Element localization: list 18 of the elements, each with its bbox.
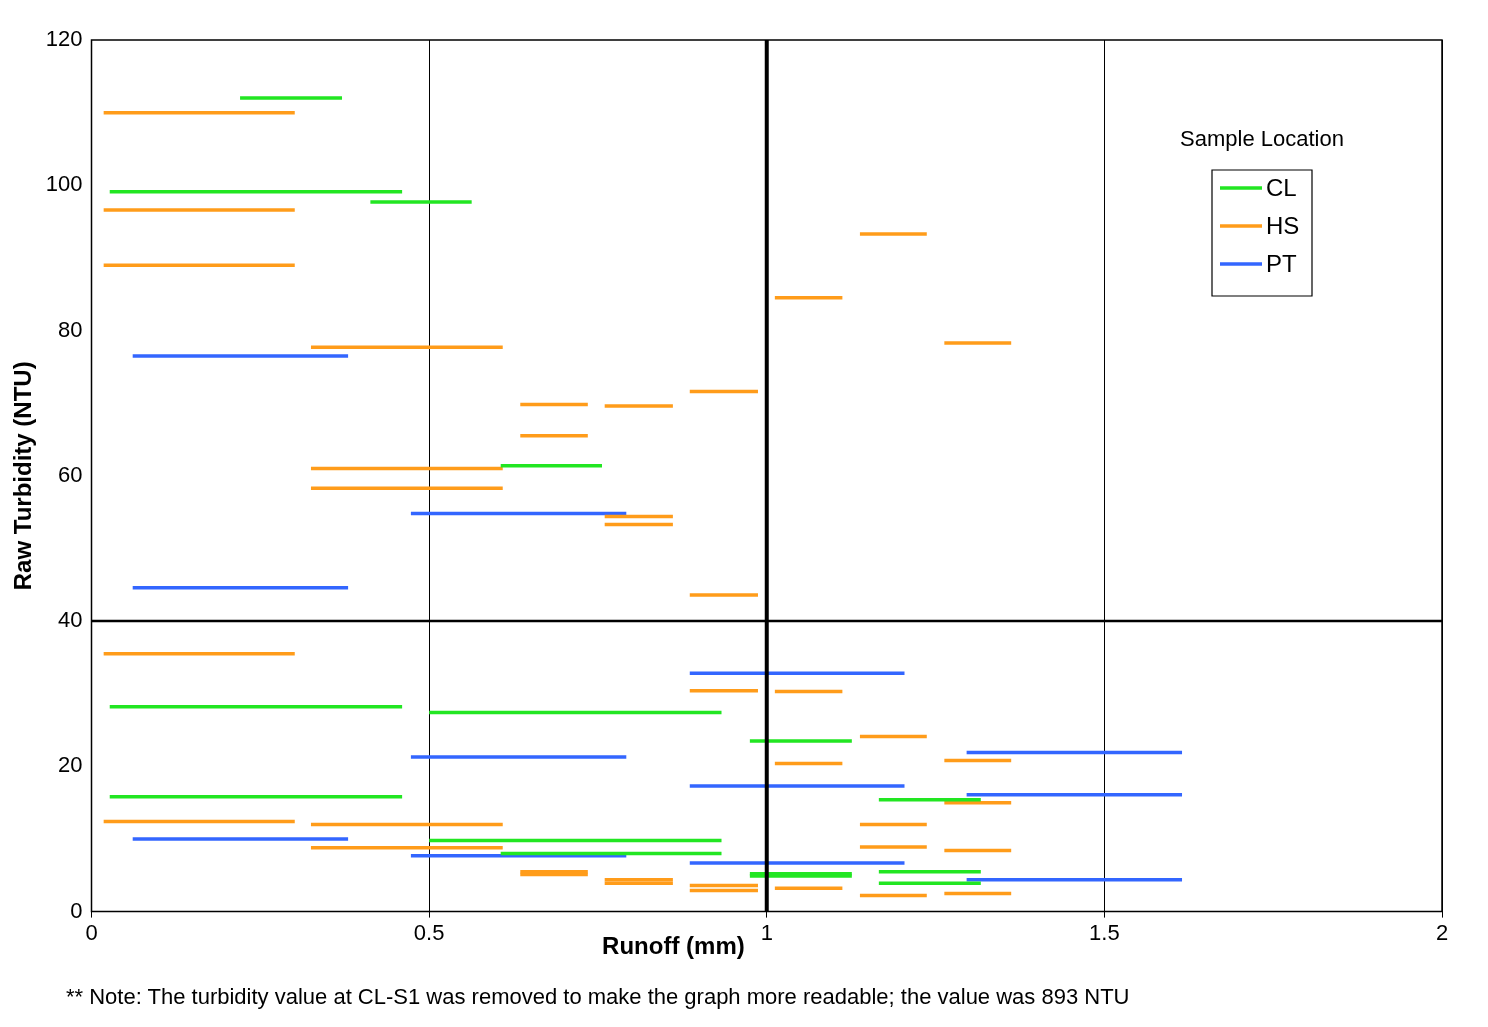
y-tick-label: 80	[58, 316, 83, 342]
y-tick-label: 40	[58, 607, 83, 633]
text: ** Note: The turbidity value at CL-S1 was removed to make the graph more readable; the value was 893 NTU	[66, 984, 1131, 1010]
y-tick-label: 0	[70, 897, 83, 923]
x-axis-title: Runoff (mm)	[602, 932, 745, 960]
legend-label: HS	[1266, 211, 1300, 239]
x-tick-label: 2	[1435, 919, 1449, 945]
x-tick-label: 0.5	[413, 919, 445, 945]
y-axis-title: Raw Turbidity (NTU)	[9, 361, 37, 591]
legend-label: CL	[1266, 173, 1297, 201]
y-tick-label: 120	[45, 26, 83, 52]
legend-title: Sample Location	[1180, 126, 1344, 152]
x-tick-label: 1	[760, 919, 773, 945]
y-tick-label: 100	[45, 171, 83, 197]
x-tick-label: 1.5	[1089, 919, 1120, 945]
y-tick-label: 60	[58, 461, 83, 487]
legend-label: PT	[1266, 249, 1298, 277]
y-tick-label: 20	[58, 752, 83, 778]
